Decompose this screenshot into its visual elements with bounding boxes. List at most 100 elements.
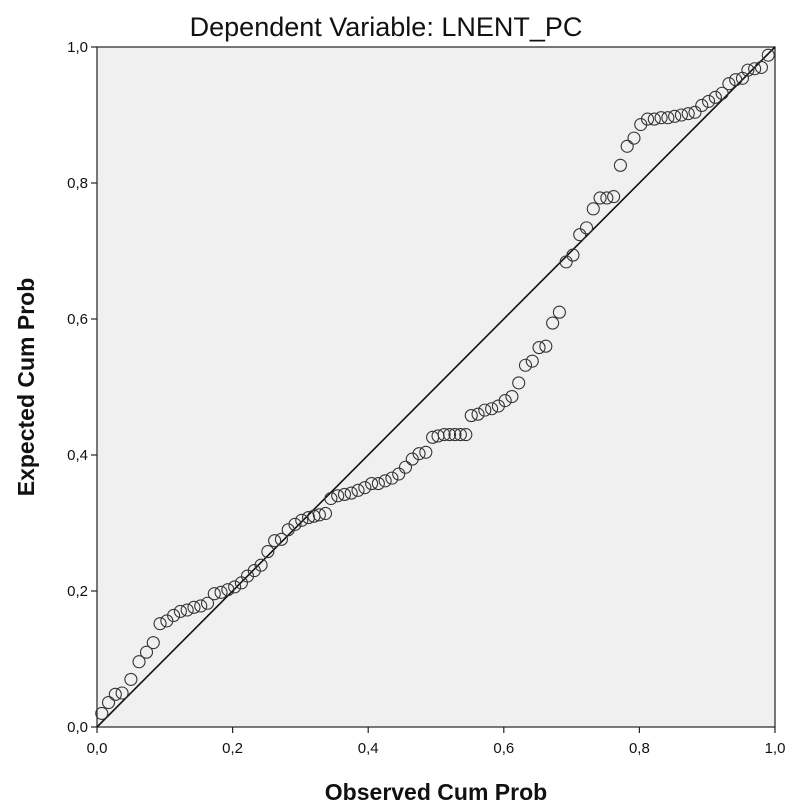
x-tick-label: 0,6 xyxy=(493,740,514,757)
data-point xyxy=(268,534,282,548)
data-point xyxy=(498,394,512,408)
data-point xyxy=(748,62,762,76)
data-point xyxy=(221,583,235,597)
data-point xyxy=(101,695,116,710)
data-point xyxy=(532,341,546,355)
data-point xyxy=(525,354,539,368)
data-point xyxy=(254,558,268,572)
data-point xyxy=(559,255,573,269)
data-point xyxy=(180,603,194,617)
data-point xyxy=(661,111,675,125)
data-point xyxy=(464,409,478,423)
data-point xyxy=(674,108,688,122)
data-point xyxy=(371,477,385,491)
data-point xyxy=(207,587,221,601)
data-point xyxy=(412,447,426,461)
data-point xyxy=(512,376,526,390)
x-tick-label: 0,0 xyxy=(87,740,108,757)
data-point xyxy=(419,445,433,459)
data-point xyxy=(194,599,208,613)
x-tick-label: 0,4 xyxy=(358,740,379,757)
data-point xyxy=(518,358,533,372)
data-point xyxy=(187,600,201,614)
data-point xyxy=(146,636,160,650)
data-point xyxy=(153,617,167,631)
x-axis-label: Observed Cum Prob xyxy=(325,779,547,805)
y-tick-label: 1,0 xyxy=(67,39,88,56)
data-point xyxy=(95,706,109,720)
data-point xyxy=(566,248,580,262)
data-point xyxy=(715,86,729,100)
data-point xyxy=(741,63,755,77)
data-point xyxy=(688,105,702,119)
data-point xyxy=(312,508,326,522)
data-point xyxy=(539,339,553,353)
chart-title: Dependent Variable: LNENT_PC xyxy=(190,12,583,42)
data-point xyxy=(579,221,594,235)
data-point xyxy=(478,403,492,417)
data-point xyxy=(261,545,275,559)
data-point xyxy=(654,111,668,125)
data-point xyxy=(228,580,242,594)
data-point xyxy=(344,486,358,500)
x-tick-label: 0,8 xyxy=(629,740,650,757)
data-point xyxy=(681,107,695,121)
data-point xyxy=(573,228,587,242)
data-point xyxy=(437,428,451,442)
data-point xyxy=(132,655,146,669)
data-point xyxy=(214,585,228,599)
data-point xyxy=(702,94,716,108)
x-tick-label: 1,0 xyxy=(765,740,786,757)
data-point xyxy=(586,202,600,216)
data-point xyxy=(459,428,473,442)
data-point xyxy=(351,483,365,497)
data-point xyxy=(288,517,302,531)
data-point xyxy=(139,645,154,659)
data-point xyxy=(385,471,399,485)
data-point xyxy=(392,467,406,481)
data-point xyxy=(331,489,345,503)
data-point xyxy=(552,305,566,319)
data-point xyxy=(485,402,499,416)
data-point xyxy=(115,686,129,700)
data-point xyxy=(167,608,181,623)
data-point xyxy=(668,109,682,123)
data-point xyxy=(324,491,338,506)
reference-line xyxy=(96,46,776,728)
data-point xyxy=(546,316,560,330)
axis-ticks: 0,0 0,2 0,4 0,6 0,8 1,0 0,0 0,2 0,4 0,6 0,8 1,0 xyxy=(67,39,785,757)
y-tick-label: 0,2 xyxy=(67,583,88,600)
data-point xyxy=(398,460,413,474)
data-point xyxy=(443,428,457,442)
data-point xyxy=(200,596,215,610)
data-point xyxy=(647,112,661,126)
data-point xyxy=(613,158,627,172)
data-point xyxy=(358,481,372,495)
data-point xyxy=(627,131,641,145)
data-points xyxy=(95,48,775,720)
data-point xyxy=(318,506,333,521)
data-point xyxy=(761,48,775,62)
data-point xyxy=(600,191,614,205)
data-point xyxy=(754,60,768,74)
data-point xyxy=(708,90,722,104)
data-point xyxy=(108,687,122,701)
data-point xyxy=(695,98,709,113)
data-point xyxy=(378,474,392,488)
data-point xyxy=(593,191,607,205)
data-point xyxy=(448,428,462,442)
data-point xyxy=(453,428,467,442)
data-point xyxy=(124,672,138,686)
y-axis-label: Expected Cum Prob xyxy=(13,278,39,497)
x-tick-label: 0,2 xyxy=(222,740,243,757)
data-point xyxy=(722,77,736,91)
data-point xyxy=(365,477,379,491)
data-point xyxy=(729,73,743,87)
data-point xyxy=(640,112,655,126)
data-point xyxy=(274,532,288,546)
data-point xyxy=(505,389,519,404)
y-tick-label: 0,0 xyxy=(67,719,88,736)
y-tick-label: 0,4 xyxy=(67,447,88,464)
y-tick-label: 0,8 xyxy=(67,175,88,192)
